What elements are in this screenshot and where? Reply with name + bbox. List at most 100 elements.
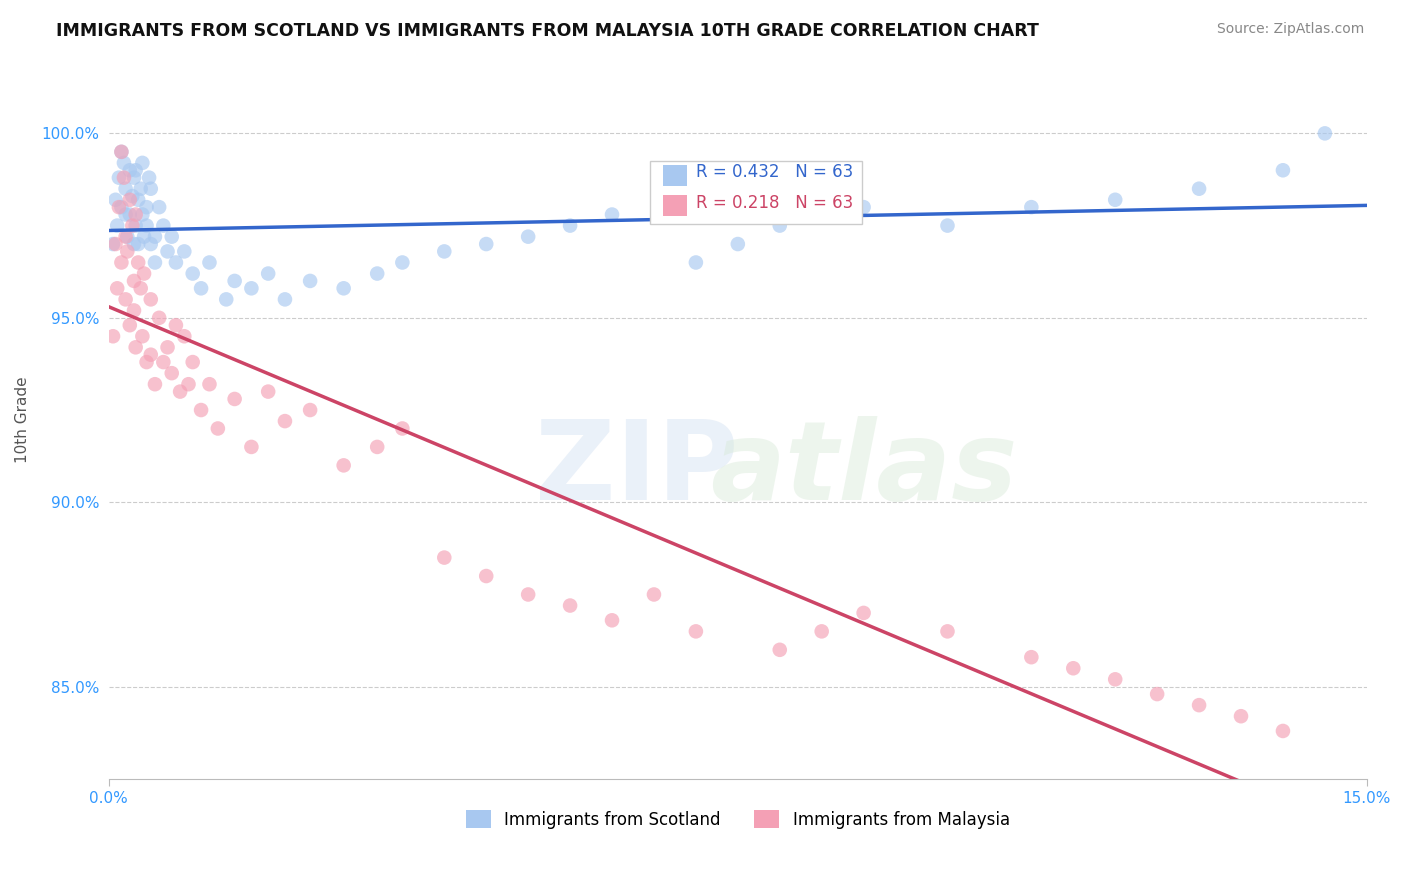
Point — [135, 219, 157, 233]
Point — [127, 237, 149, 252]
Point — [366, 267, 388, 281]
Point — [138, 170, 160, 185]
Point — [124, 340, 146, 354]
Point — [198, 377, 221, 392]
Point — [135, 200, 157, 214]
Point — [475, 569, 498, 583]
Point — [1313, 127, 1336, 141]
Point — [1271, 723, 1294, 738]
Point — [299, 403, 322, 417]
Point — [139, 348, 162, 362]
Point — [131, 156, 153, 170]
Point — [143, 229, 166, 244]
Point — [936, 219, 959, 233]
Point — [135, 355, 157, 369]
Point — [1188, 182, 1211, 196]
Point — [600, 208, 623, 222]
Point — [177, 377, 200, 392]
Point — [1188, 698, 1211, 713]
Point — [112, 170, 135, 185]
Point — [131, 208, 153, 222]
Point — [332, 281, 354, 295]
Point — [101, 237, 124, 252]
Point — [139, 237, 162, 252]
Point — [517, 587, 540, 601]
Point — [165, 318, 187, 333]
Point — [104, 193, 127, 207]
Point — [1104, 193, 1126, 207]
Text: atlas: atlas — [710, 416, 1018, 523]
Point — [104, 237, 127, 252]
Point — [122, 237, 145, 252]
Point — [118, 208, 141, 222]
Point — [122, 303, 145, 318]
Text: ZIP: ZIP — [536, 416, 740, 523]
Point — [114, 182, 136, 196]
Point — [181, 267, 204, 281]
Point — [156, 340, 179, 354]
Point — [727, 237, 749, 252]
Point — [112, 156, 135, 170]
Point — [139, 293, 162, 307]
Point — [433, 244, 456, 259]
Point — [643, 587, 665, 601]
Point — [118, 318, 141, 333]
Point — [169, 384, 191, 399]
Point — [215, 293, 238, 307]
Point — [148, 200, 170, 214]
Point — [207, 421, 229, 435]
Point — [127, 193, 149, 207]
Point — [1104, 673, 1126, 687]
Point — [517, 229, 540, 244]
Point — [1062, 661, 1084, 675]
Point — [124, 163, 146, 178]
Point — [105, 219, 128, 233]
Point — [173, 244, 195, 259]
Point — [257, 267, 280, 281]
Point — [110, 145, 132, 159]
Point — [143, 255, 166, 269]
Point — [114, 208, 136, 222]
Point — [160, 366, 183, 380]
Text: R = 0.432   N = 63: R = 0.432 N = 63 — [696, 163, 853, 181]
Point — [274, 414, 297, 428]
Text: Source: ZipAtlas.com: Source: ZipAtlas.com — [1216, 22, 1364, 37]
Point — [240, 281, 263, 295]
Point — [240, 440, 263, 454]
Point — [110, 200, 132, 214]
Point — [118, 163, 141, 178]
Point — [391, 421, 413, 435]
Point — [117, 244, 139, 259]
Point — [148, 310, 170, 325]
Text: IMMIGRANTS FROM SCOTLAND VS IMMIGRANTS FROM MALAYSIA 10TH GRADE CORRELATION CHAR: IMMIGRANTS FROM SCOTLAND VS IMMIGRANTS F… — [56, 22, 1039, 40]
Point — [257, 384, 280, 399]
Point — [366, 440, 388, 454]
Point — [433, 550, 456, 565]
Point — [127, 255, 149, 269]
Point — [224, 274, 246, 288]
Point — [124, 208, 146, 222]
Point — [139, 182, 162, 196]
Point — [810, 624, 832, 639]
Point — [685, 255, 707, 269]
Point — [165, 255, 187, 269]
Point — [121, 189, 143, 203]
Point — [105, 281, 128, 295]
Point — [160, 229, 183, 244]
Point — [558, 219, 581, 233]
Point — [132, 229, 155, 244]
Point — [1146, 687, 1168, 701]
Point — [1021, 200, 1043, 214]
Point — [1230, 709, 1253, 723]
Point — [769, 219, 792, 233]
Point — [122, 170, 145, 185]
Point — [852, 606, 875, 620]
Point — [558, 599, 581, 613]
Point — [117, 229, 139, 244]
Point — [1021, 650, 1043, 665]
Point — [152, 219, 174, 233]
Point — [1271, 163, 1294, 178]
Point — [129, 182, 152, 196]
Point — [190, 281, 212, 295]
Point — [685, 624, 707, 639]
